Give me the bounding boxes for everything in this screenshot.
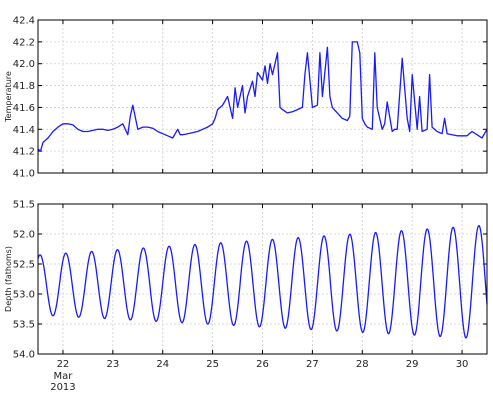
depth-x-tick-label: 23 (106, 359, 119, 370)
x-axis-year-label: 2013 (50, 382, 75, 393)
depth-y-tick-label: 54.0 (13, 350, 35, 361)
depth-x-tick-label: 25 (206, 359, 219, 370)
depth-x-tick-label: 29 (406, 359, 419, 370)
temperature-chart: 41.0 41.2 41.4 41.6 41.8 42.0 42.2 42.4 Tempera… (4, 16, 488, 180)
temperature-y-tick-label: 42.4 (13, 16, 35, 27)
temperature-y-tick-label: 42.0 (13, 59, 35, 70)
depth-y-tick-label: 53.5 (13, 320, 35, 331)
temperature-y-tick-label: 41.0 (13, 169, 35, 180)
depth-x-tick-label: 22 (57, 359, 70, 370)
depth-x-tick-label: 30 (456, 359, 469, 370)
depth-y-tick-label: 53.0 (13, 290, 35, 301)
depth-x-tick-label: 27 (306, 359, 319, 370)
temperature-y-tick-label: 41.8 (13, 81, 35, 92)
depth-x-tick-label: 26 (256, 359, 269, 370)
depth-y-tick-label: 51.5 (13, 200, 35, 211)
depth-y-tick-label: 52.0 (13, 230, 35, 241)
temperature-axes-frame (37, 19, 488, 174)
temperature-series-line (37, 41, 488, 152)
temperature-y-axis-label: Temperature (4, 71, 13, 123)
depth-axes-frame (37, 203, 488, 355)
depth-grid (38, 203, 487, 355)
depth-x-tick-label: 24 (156, 359, 169, 370)
temperature-ticks: 41.0 41.2 41.4 41.6 41.8 42.0 42.2 42.4 (13, 16, 487, 180)
x-axis-month-label: Mar (54, 371, 74, 382)
depth-y-tick-label: 52.5 (13, 260, 35, 271)
temperature-y-tick-label: 41.6 (13, 103, 35, 114)
depth-y-axis-label: Depth (fathoms) (4, 246, 13, 312)
temperature-y-tick-label: 41.4 (13, 125, 35, 136)
temperature-y-tick-label: 41.2 (13, 147, 35, 158)
depth-ticks: 51.5 52.0 52.5 53.0 53.5 54.0 22 23 24 25 26 27 28 29… (13, 200, 487, 370)
depth-series-line (37, 224, 488, 339)
depth-chart: 51.5 52.0 52.5 53.0 53.5 54.0 22 23 24 25 26 27 28 29… (4, 200, 488, 393)
temperature-y-tick-label: 42.2 (13, 37, 35, 48)
depth-x-tick-label: 28 (356, 359, 369, 370)
